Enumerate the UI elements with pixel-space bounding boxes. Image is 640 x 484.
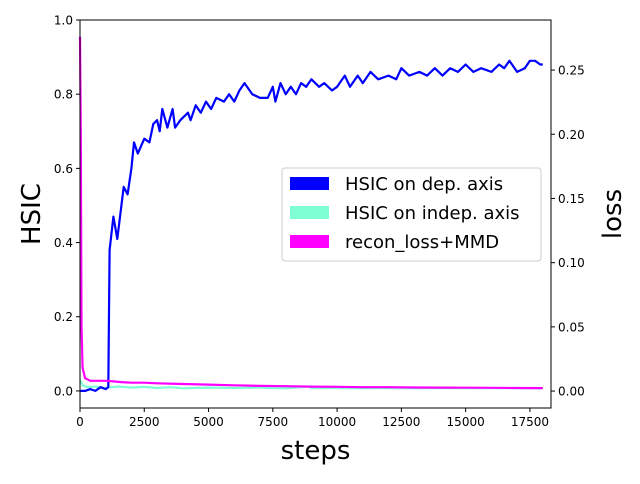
y-tick-label-right: 0.15 — [558, 192, 585, 206]
x-tick-label: 12500 — [382, 415, 420, 429]
y-tick-label-left: 0.6 — [54, 162, 73, 176]
x-tick-label: 7500 — [258, 415, 289, 429]
x-axis-label: steps — [281, 436, 351, 466]
series-lines — [78, 36, 543, 392]
y-tick-label-right: 0.25 — [558, 64, 585, 78]
legend-swatch-indep — [290, 206, 329, 219]
ticks: 0 2500 5000 7500 10000 12500 15000 175000.00.20… — [54, 14, 585, 430]
y-tick-label-right: 0.20 — [558, 128, 585, 142]
y-tick-label-right: 0.05 — [558, 320, 585, 334]
y-axis-label-right: loss — [598, 189, 628, 239]
plot-frame — [79, 19, 552, 409]
y-tick-label-left: 0.2 — [54, 310, 73, 324]
x-tick-label: 5000 — [193, 415, 224, 429]
y-tick-label-left: 0.4 — [54, 236, 73, 250]
y-tick-label-left: 0.0 — [54, 384, 73, 398]
y-tick-label-right: 0.00 — [558, 385, 585, 399]
legend-box — [281, 167, 542, 262]
x-tick-label: 10000 — [318, 415, 356, 429]
y-axis-label-left: HSIC — [17, 183, 47, 245]
legend: HSIC on dep. axis HSIC on indep. axis re… — [281, 167, 542, 262]
legend-label-dep: HSIC on dep. axis — [345, 174, 503, 195]
legend-swatch-recon — [290, 235, 329, 248]
y-tick-label-left: 0.8 — [54, 88, 73, 102]
x-tick-label: 0 — [76, 415, 84, 429]
y-tick-label-right: 0.10 — [558, 256, 585, 270]
legend-label-recon: recon_loss+MMD — [345, 232, 499, 253]
legend-label-indep: HSIC on indep. axis — [345, 203, 520, 224]
x-tick-label: 17500 — [511, 415, 549, 429]
y-tick-label-left: 1.0 — [54, 14, 73, 28]
series-line-2 — [78, 36, 543, 390]
legend-swatch-dep — [290, 177, 329, 190]
series-line-0 — [80, 59, 543, 392]
x-tick-label: 15000 — [447, 415, 485, 429]
x-tick-label: 2500 — [129, 415, 160, 429]
